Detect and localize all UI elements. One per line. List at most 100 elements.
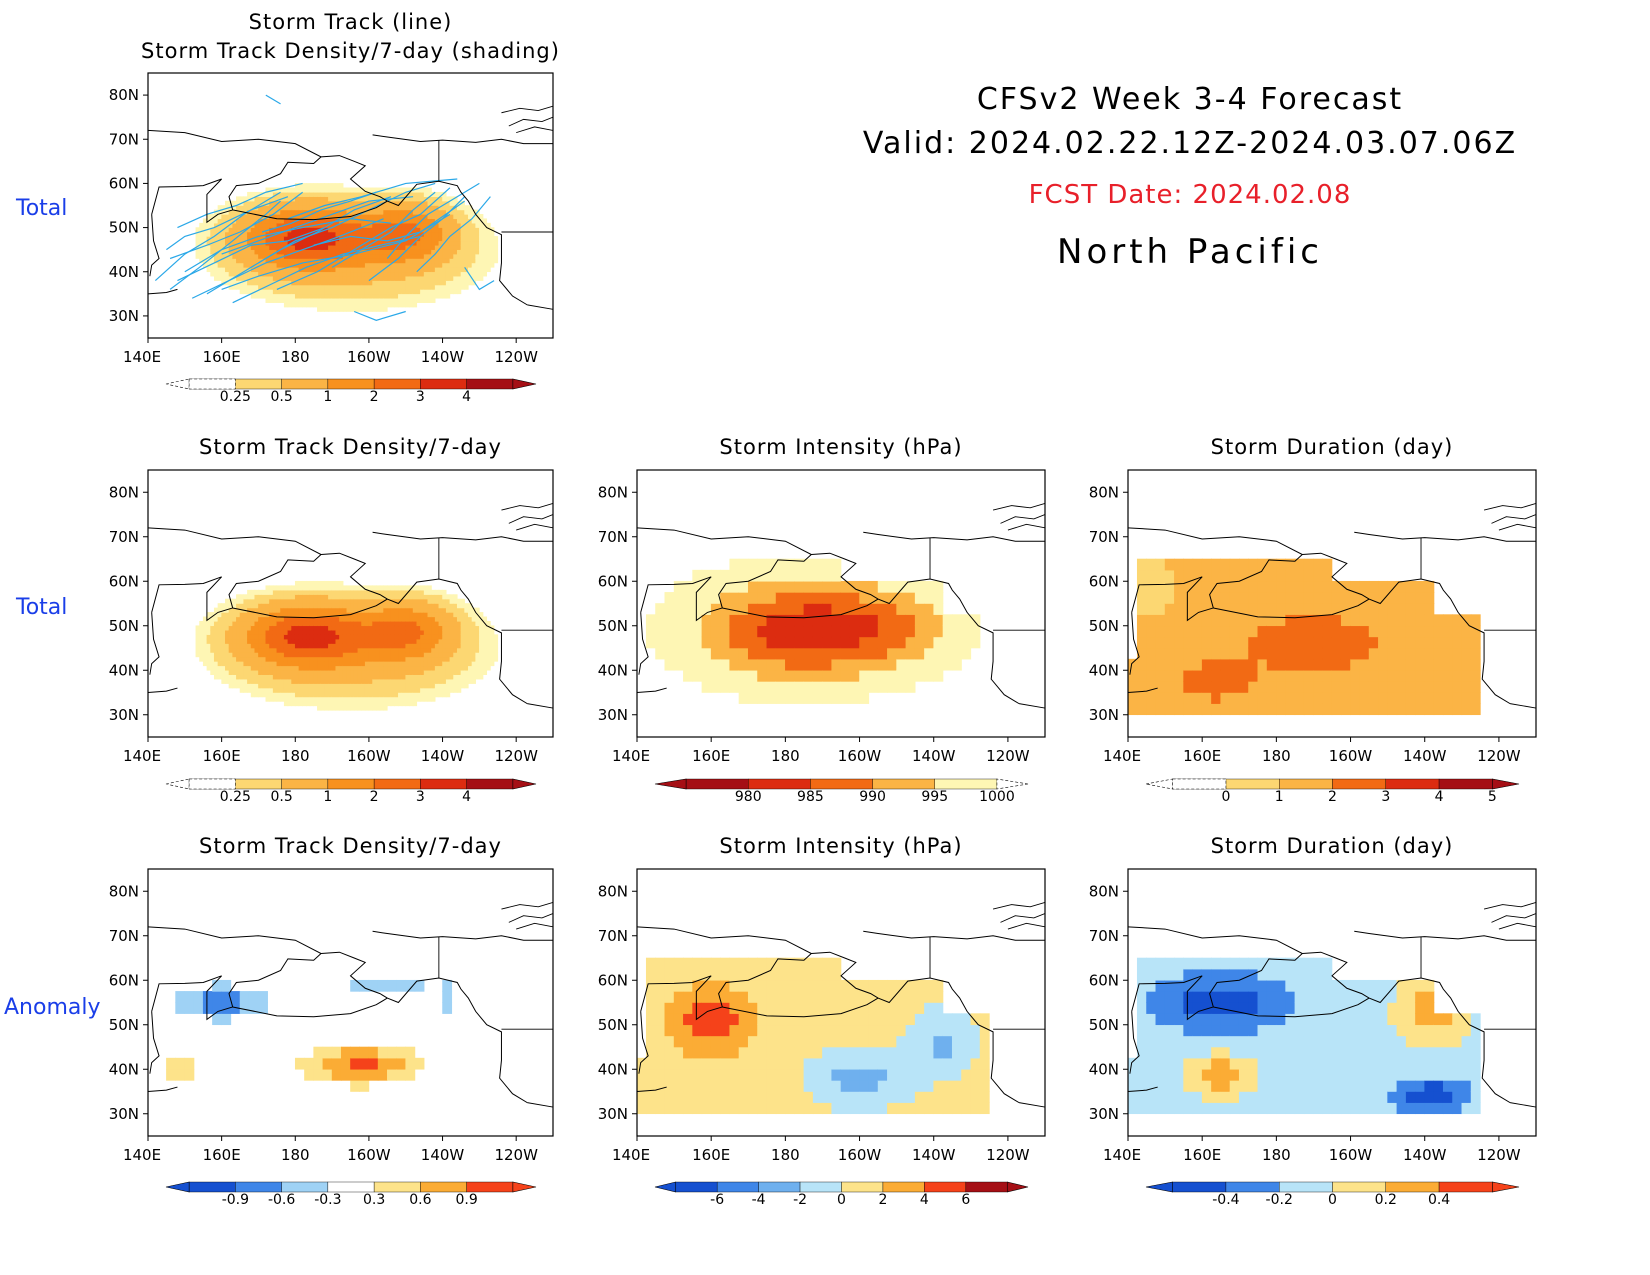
grid-cell (320, 205, 326, 211)
grid-cell (350, 302, 355, 308)
grid-cell (720, 636, 731, 649)
grid-cell (331, 652, 337, 658)
grid-cell (471, 629, 476, 635)
grid-cell (449, 271, 454, 277)
grid-cell (276, 603, 281, 609)
grid-cell (317, 612, 322, 618)
grid-cell (445, 271, 451, 277)
grid-cell (346, 661, 351, 667)
grid-cell (313, 289, 318, 295)
grid-cell (416, 696, 421, 702)
storm-track-line (232, 235, 421, 304)
grid-cell (398, 258, 403, 264)
grid-cell (261, 625, 267, 631)
grid-cell (269, 196, 274, 202)
grid-cell (442, 209, 447, 215)
grid-cell (729, 636, 740, 649)
grid-cell (339, 280, 344, 286)
grid-cell (442, 196, 447, 202)
grid-cell (1211, 625, 1222, 638)
grid-cell (313, 643, 318, 649)
grid-cell (1192, 614, 1203, 627)
grid-cell (1387, 625, 1398, 638)
grid-cell (261, 222, 267, 228)
grid-cell (339, 687, 344, 693)
grid-cell (335, 674, 340, 680)
grid-cell (317, 661, 322, 667)
grid-cell (1146, 681, 1157, 693)
grid-cell (202, 240, 208, 246)
grid-cell (1136, 647, 1147, 660)
grid-cell (324, 183, 329, 189)
grid-cell (339, 598, 344, 604)
grid-cell (434, 647, 440, 653)
grid-cell (803, 580, 814, 593)
grid-cell (294, 227, 300, 233)
grid-cell (309, 280, 314, 286)
coastline (148, 527, 322, 622)
grid-cell (738, 647, 749, 660)
grid-cell (276, 289, 281, 295)
grid-cell (840, 592, 851, 604)
grid-cell (195, 643, 200, 649)
grid-cell (287, 244, 292, 250)
grid-cell (766, 614, 777, 627)
grid-cell (236, 231, 241, 237)
grid-cell (398, 683, 403, 689)
grid-cell (420, 214, 425, 220)
grid-cell (335, 244, 340, 250)
grid-cell (375, 253, 381, 259)
grid-cell (291, 249, 296, 255)
grid-cell (1442, 636, 1453, 649)
grid-cell (250, 227, 256, 233)
grid-cell (412, 218, 418, 224)
colorbar-segment (1385, 778, 1440, 790)
colorbar-segment (281, 378, 329, 390)
grid-cell (468, 612, 473, 618)
grid-cell (243, 621, 248, 627)
grid-cell (401, 280, 407, 286)
grid-cell (1461, 614, 1472, 627)
grid-cell (449, 253, 454, 259)
grid-cell (236, 222, 241, 228)
grid-cell (434, 678, 440, 684)
grid-cell (375, 200, 381, 206)
grid-cell (1146, 669, 1157, 682)
colorbar-segment (1438, 778, 1493, 790)
grid-cell (364, 214, 370, 220)
grid-cell (460, 231, 465, 237)
grid-cell (287, 692, 292, 698)
grid-cell (933, 603, 944, 615)
x-tick-label: 160W (347, 348, 391, 366)
grid-cell (409, 262, 414, 268)
grid-cell (490, 253, 495, 259)
grid-cell (456, 616, 462, 622)
grid-cell (350, 661, 355, 667)
grid-cell (383, 607, 388, 613)
grid-cell (453, 594, 458, 600)
grid-cell (324, 661, 329, 667)
grid-cell (350, 594, 355, 600)
grid-cell (412, 284, 418, 290)
grid-cell (383, 683, 388, 689)
grid-cell (261, 638, 267, 644)
grid-cell (335, 191, 340, 197)
grid-cell (302, 214, 307, 220)
grid-cell (1294, 647, 1305, 660)
grid-cell (368, 661, 373, 667)
grid-cell (409, 661, 414, 667)
grid-cell (379, 240, 384, 246)
grid-cell (405, 262, 410, 268)
grid-cell (401, 187, 407, 193)
grid-cell (228, 275, 233, 281)
grid-cell (258, 643, 263, 649)
grid-cell (379, 196, 384, 202)
grid-cell (423, 240, 429, 246)
grid-cell (409, 616, 414, 622)
grid-cell (342, 661, 348, 667)
grid-cell (1266, 692, 1277, 704)
grid-cell (236, 253, 241, 259)
grid-cell (243, 594, 248, 600)
grid-cell (247, 656, 252, 662)
grid-cell (309, 205, 314, 211)
